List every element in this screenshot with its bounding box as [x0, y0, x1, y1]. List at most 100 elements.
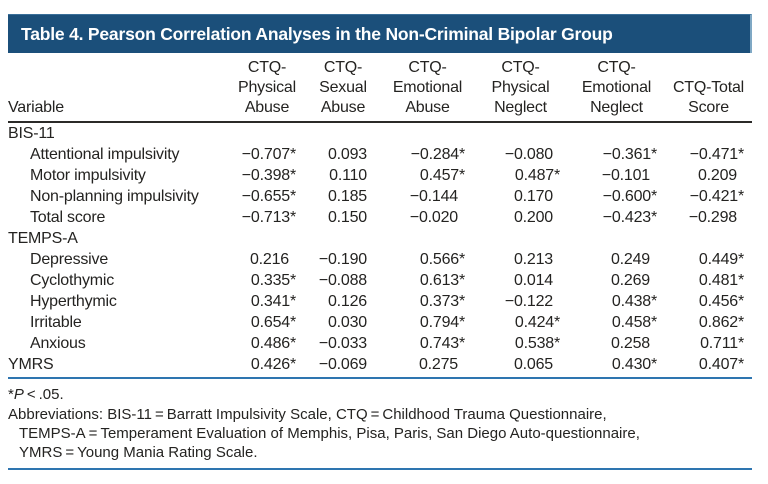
correlation-cell [230, 122, 304, 144]
sig-star: * [8, 386, 14, 403]
correlation-cell: −0.101 [601, 167, 650, 184]
correlation-cell: 0.538* [514, 335, 560, 352]
table-title: Table 4. Pearson Correlation Analyses in… [21, 23, 613, 44]
correlation-cell [665, 122, 752, 144]
header-variable: Variable [8, 99, 64, 116]
correlation-cell: 0.456* [698, 293, 744, 310]
correlation-cell: −0.020 [409, 209, 458, 226]
correlation-cell: 0.613* [419, 272, 465, 289]
row-label: YMRS [8, 356, 54, 373]
correlation-cell: −0.600* [602, 188, 657, 205]
correlation-cell: 0.794* [419, 314, 465, 331]
correlation-cell: 0.249 [610, 251, 650, 268]
correlation-cell: 0.213 [513, 251, 553, 268]
correlation-cell: −0.190 [318, 251, 367, 268]
table-row: Hyperthymic 0.341* 0.126 0.373* −0.122 0.438*… [8, 291, 752, 312]
correlation-cell: −0.033 [318, 335, 367, 352]
correlation-cell: 0.200 [513, 209, 553, 226]
table-row: YMRS 0.426* −0.069 0.275 0.065 0.430* 0.407* [8, 354, 752, 375]
correlation-cell [304, 122, 382, 144]
correlation-cell: 0.065 [513, 356, 553, 373]
table-row: Total score −0.713* 0.150 −0.020 0.200 −0.423… [8, 207, 752, 228]
correlation-cell [382, 228, 473, 249]
row-label: Cyclothymic [30, 272, 115, 289]
correlation-cell: 0.185 [327, 188, 367, 205]
row-label: TEMPS-A [8, 230, 78, 247]
correlation-cell: −0.421* [689, 188, 744, 205]
header-ctq-physical-abuse: CTQ- Physical Abuse [238, 59, 296, 116]
correlation-cell: 0.126 [327, 293, 367, 310]
correlation-cell: 0.426* [250, 356, 296, 373]
correlation-cell: −0.707* [241, 146, 296, 163]
correlation-cell: −0.088 [318, 272, 367, 289]
table-body: BIS-11 Attentional impulsivity −0.707* 0.09… [8, 122, 752, 375]
correlation-cell: 0.030 [327, 314, 367, 331]
correlation-cell: 0.275 [418, 356, 458, 373]
row-label: Attentional impulsivity [30, 146, 180, 163]
correlation-cell: −0.713* [241, 209, 296, 226]
correlation-cell [230, 228, 304, 249]
row-label: Irritable [30, 314, 82, 331]
correlation-cell: 0.424* [514, 314, 560, 331]
header-ctq-sexual-abuse: CTQ- Sexual Abuse [319, 59, 367, 116]
abbreviations-line-2: TEMPS-A = Temperament Evaluation of Memp… [19, 425, 640, 442]
correlation-cell: 0.457* [419, 167, 465, 184]
correlation-cell: 0.438* [611, 293, 657, 310]
correlation-cell [568, 122, 665, 144]
header-ctq-emotional-neglect: CTQ- Emotional Neglect [581, 59, 652, 116]
correlation-cell: 0.216 [249, 251, 289, 268]
correlation-cell: −0.471* [689, 146, 744, 163]
correlation-cell: 0.335* [250, 272, 296, 289]
correlation-cell [382, 122, 473, 144]
header-ctq-emotional-abuse: CTQ- Emotional Abuse [392, 59, 463, 116]
correlation-cell: 0.862* [698, 314, 744, 331]
abbreviations-line-1: Abbreviations: BIS-11 = Barratt Impulsiv… [8, 406, 607, 423]
correlation-cell: −0.423* [602, 209, 657, 226]
table-row: Non-planning impulsivity −0.655* 0.185 −0.1… [8, 186, 752, 207]
correlation-cell: 0.014 [513, 272, 553, 289]
correlation-cell: −0.144 [409, 188, 458, 205]
row-label: Anxious [30, 335, 86, 352]
correlation-cell: 0.481* [698, 272, 744, 289]
correlation-cell: 0.487* [514, 167, 560, 184]
correlation-cell: 0.341* [250, 293, 296, 310]
correlation-cell: 0.566* [419, 251, 465, 268]
table-row: Motor impulsivity −0.398* 0.110 0.457* 0.487… [8, 165, 752, 186]
correlation-cell: −0.122 [504, 293, 553, 310]
row-label: Non-planning impulsivity [30, 188, 199, 205]
table-row: TEMPS-A [8, 228, 752, 249]
table-row: Anxious 0.486* −0.033 0.743* 0.538* 0.258 0.71… [8, 333, 752, 354]
correlation-cell: 0.449* [698, 251, 744, 268]
abbreviations-line-3: YMRS = Young Mania Rating Scale. [19, 444, 258, 461]
sig-p: P [13, 386, 24, 403]
correlation-cell: 0.170 [513, 188, 553, 205]
correlation-cell: −0.398* [241, 167, 296, 184]
significance-note: *P < .05. [8, 384, 752, 405]
correlation-cell: 0.458* [611, 314, 657, 331]
correlation-cell: −0.655* [241, 188, 296, 205]
correlation-cell: 0.711* [700, 335, 744, 352]
correlation-cell: 0.269 [610, 272, 650, 289]
table-row: Attentional impulsivity −0.707* 0.093 −0.28… [8, 144, 752, 165]
row-label: Depressive [30, 251, 109, 268]
correlation-cell: 0.654* [250, 314, 296, 331]
correlation-cell: 0.407* [698, 356, 744, 373]
correlation-table: Variable CTQ- Physical Abuse CTQ- Sexual… [8, 54, 752, 375]
row-label: Hyperthymic [30, 293, 117, 310]
correlation-cell: −0.080 [504, 146, 553, 163]
divider-rule-bottom [8, 468, 752, 470]
correlation-cell: 0.373* [419, 293, 465, 310]
correlation-cell: −0.284* [410, 146, 465, 163]
correlation-cell [473, 122, 568, 144]
sig-threshold: < .05. [23, 386, 64, 403]
correlation-cell [568, 228, 665, 249]
correlation-cell: −0.298 [688, 209, 737, 226]
table-title-bar: Table 4. Pearson Correlation Analyses in… [8, 14, 752, 53]
correlation-cell [304, 228, 382, 249]
correlation-cell: 0.150 [327, 209, 367, 226]
correlation-cell [473, 228, 568, 249]
table-row: BIS-11 [8, 122, 752, 144]
row-label: Motor impulsivity [30, 167, 146, 184]
correlation-cell: 0.743* [419, 335, 465, 352]
